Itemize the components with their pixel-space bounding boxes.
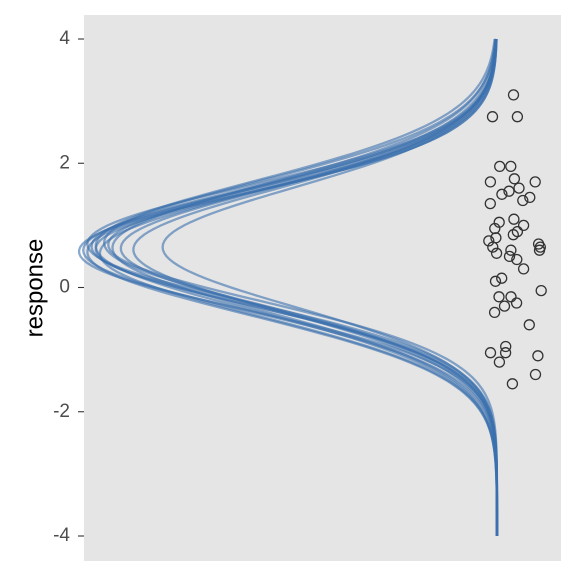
observation-point bbox=[508, 173, 521, 185]
observation-point bbox=[529, 368, 542, 381]
y-tick-label: 4 bbox=[59, 28, 70, 49]
observation-point bbox=[506, 378, 519, 390]
observation-point bbox=[529, 176, 541, 188]
observation-point bbox=[499, 347, 512, 359]
observation-point bbox=[487, 241, 499, 253]
observation-point bbox=[505, 244, 517, 256]
observation-point bbox=[489, 275, 502, 287]
observation-point bbox=[483, 235, 495, 247]
observation-point bbox=[500, 340, 512, 353]
observation-point bbox=[507, 229, 519, 241]
observation-point bbox=[511, 111, 524, 123]
observation-point bbox=[484, 347, 497, 359]
observation-point bbox=[532, 350, 544, 362]
y-tick-label: -4 bbox=[53, 525, 70, 546]
observation-point bbox=[517, 194, 529, 207]
observation-point bbox=[508, 213, 520, 225]
y-tick-label: -2 bbox=[53, 401, 70, 422]
density-curves bbox=[77, 38, 499, 537]
observation-point bbox=[484, 176, 497, 188]
observation-point bbox=[513, 182, 525, 194]
observation-point bbox=[494, 160, 506, 173]
y-tick-label: 0 bbox=[59, 277, 70, 298]
observation-point bbox=[511, 253, 523, 266]
observation-point bbox=[517, 263, 530, 275]
observation-point bbox=[503, 250, 516, 263]
observation-points bbox=[483, 89, 547, 390]
observation-point bbox=[535, 284, 547, 297]
observation-point bbox=[496, 272, 508, 284]
observation-point bbox=[533, 244, 546, 256]
observation-point bbox=[496, 188, 508, 200]
observation-point bbox=[505, 160, 517, 173]
observation-point bbox=[484, 197, 496, 210]
y-axis-title: response bbox=[21, 239, 48, 338]
observation-point bbox=[490, 247, 503, 259]
observation-point bbox=[493, 356, 506, 368]
density-curve bbox=[161, 38, 499, 536]
observation-point bbox=[517, 219, 530, 232]
plot-panel-background bbox=[84, 15, 561, 561]
observation-point bbox=[486, 111, 499, 123]
y-axis: -4 -2 0 2 4 bbox=[53, 28, 84, 546]
observation-point bbox=[503, 185, 515, 197]
observation-point bbox=[505, 291, 517, 303]
observation-point bbox=[493, 291, 505, 303]
observation-point bbox=[507, 89, 520, 101]
observation-point bbox=[524, 191, 536, 204]
observation-point bbox=[510, 297, 523, 309]
observation-point bbox=[523, 319, 535, 331]
observation-point bbox=[498, 300, 511, 312]
y-tick-label: 2 bbox=[59, 152, 70, 173]
density-curve bbox=[86, 38, 499, 537]
observation-point bbox=[488, 306, 501, 319]
